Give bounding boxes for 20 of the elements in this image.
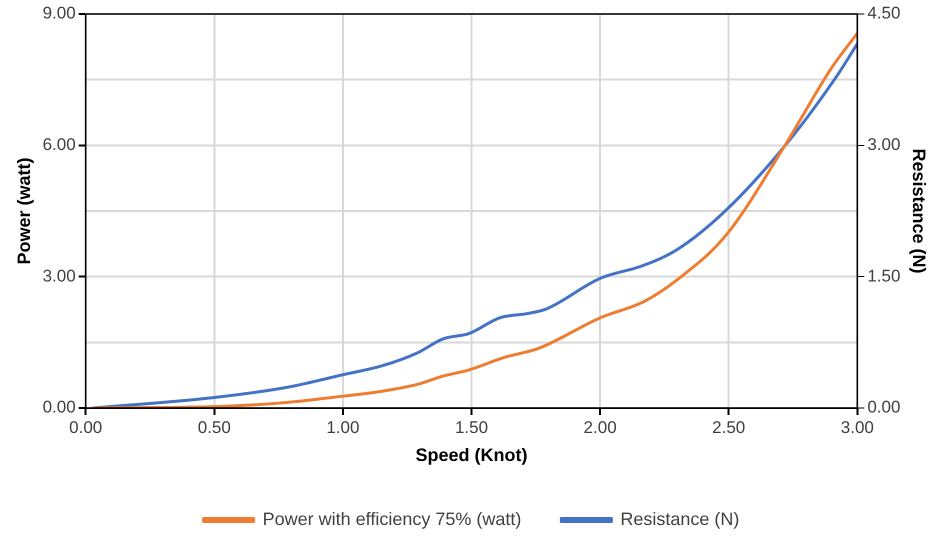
y-tick-label: 0.00: [42, 398, 76, 417]
y2-tick-label: 1.50: [867, 266, 900, 286]
x-axis-title: Speed (Knot): [416, 445, 528, 466]
x-tick-label: 2.00: [584, 418, 617, 437]
y2-axis-title: Resistance (N): [909, 148, 930, 274]
x-tick-label: 1.00: [326, 418, 360, 437]
legend-label: Power with efficiency 75% (watt): [262, 508, 522, 529]
y-tick-label: 6.00: [42, 135, 76, 154]
y2-tick-label: 4.50: [867, 4, 900, 23]
x-tick-label: 0.50: [198, 418, 231, 437]
x-tick-label: 0.00: [69, 418, 102, 437]
x-tick-label: 3.00: [840, 418, 874, 437]
y-tick-label: 3.00: [42, 266, 76, 286]
y-tick-label: 9.00: [42, 4, 76, 23]
y-axis-title: Power (watt): [14, 157, 34, 265]
y2-tick-label: 0.00: [867, 398, 900, 417]
x-tick-label: 1.50: [454, 418, 488, 437]
y2-tick-label: 3.00: [867, 135, 900, 154]
x-tick-label: 2.50: [712, 418, 746, 437]
legend-label: Resistance (N): [620, 508, 740, 529]
